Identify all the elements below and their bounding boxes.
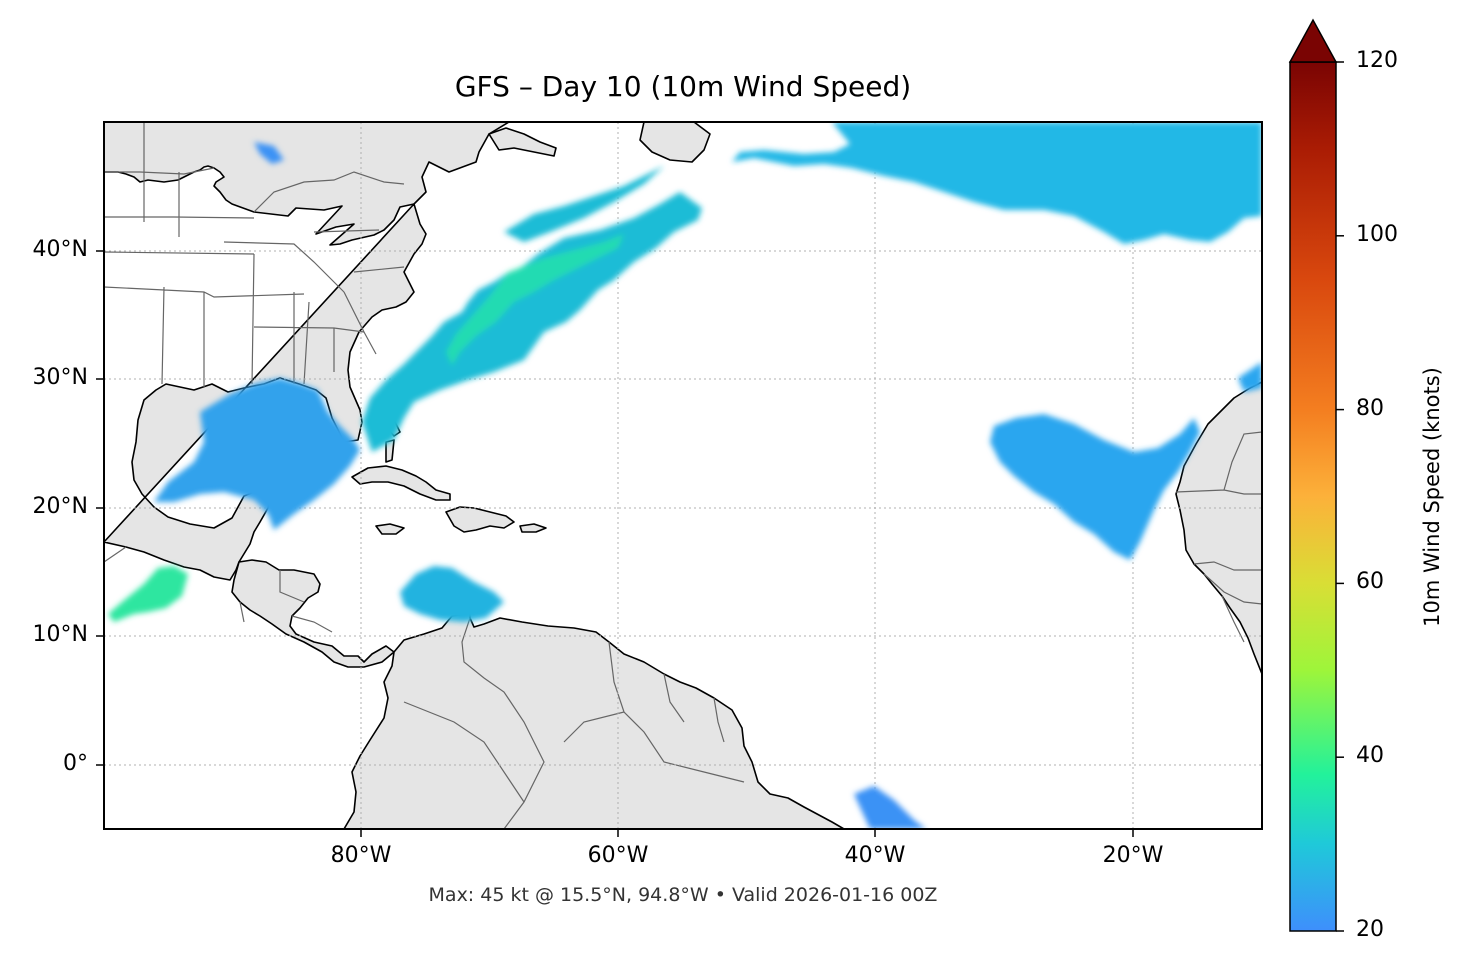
colorbar-tick-label: 20 [1356, 917, 1384, 942]
lat-label-10n: 10°N [32, 622, 88, 647]
lon-label-80w: 80°W [330, 843, 392, 868]
lat-label-0: 0° [63, 751, 88, 776]
lon-label-40w: 40°W [844, 843, 906, 868]
lon-label-20w: 20°W [1102, 843, 1164, 868]
max-wind-footer: Max: 45 kt @ 15.5°N, 94.8°W • Valid 2026… [428, 884, 938, 906]
colorbar-bar [1289, 61, 1337, 932]
colorbar-tick-label: 100 [1356, 221, 1398, 247]
colorbar-title: 10m Wind Speed (knots) [1420, 367, 1444, 627]
lon-label-60w: 60°W [587, 843, 649, 868]
colorbar-tick-label: 60 [1356, 569, 1384, 595]
lat-label-40n: 40°N [32, 237, 88, 262]
colorbar-tick-label: 40 [1356, 743, 1384, 769]
chart-title: GFS – Day 10 (10m Wind Speed) [454, 70, 912, 103]
colorbar-tick-label: 120 [1356, 48, 1398, 73]
colorbar-tick-label: 80 [1356, 395, 1384, 421]
lat-label-20n: 20°N [32, 494, 88, 519]
colorbar-extend-arrow [1288, 18, 1338, 63]
lat-label-30n: 30°N [32, 365, 88, 390]
